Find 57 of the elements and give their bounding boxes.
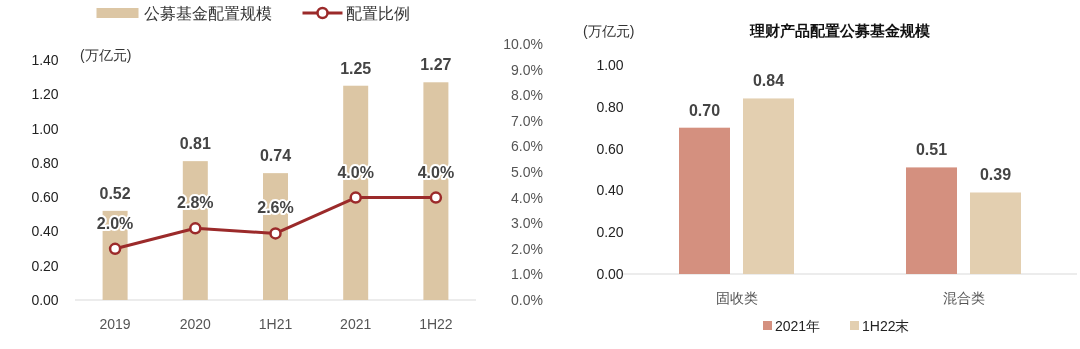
data-label: 0.74 bbox=[259, 147, 292, 165]
data-label: 0.39 bbox=[979, 166, 1012, 184]
y-tick-label: 0.60 bbox=[31, 189, 59, 206]
y-tick-label: 0.80 bbox=[31, 154, 59, 171]
x-tick-label: 混合类 bbox=[942, 290, 985, 306]
legend-label: 公募基金配置规模 bbox=[143, 5, 272, 22]
y-tick-label: 1.00 bbox=[31, 120, 59, 137]
y2-tick-label: 0.0% bbox=[511, 292, 543, 308]
data-label: 1.25 bbox=[340, 59, 372, 77]
chart-title: 理财产品配置公募基金规模 bbox=[749, 22, 931, 39]
x-tick-label: 1H22 bbox=[419, 316, 453, 332]
bar bbox=[970, 192, 1021, 274]
legend-label: 2021年 bbox=[775, 318, 821, 334]
y-tick-label: 0.40 bbox=[31, 223, 59, 240]
y2-tick-label: 7.0% bbox=[511, 112, 543, 129]
bar bbox=[906, 167, 957, 274]
y-tick-label: 0.40 bbox=[596, 182, 624, 199]
x-tick-label: 1H21 bbox=[258, 316, 293, 332]
y-tick-label: 1.20 bbox=[31, 86, 59, 103]
point bbox=[349, 191, 362, 204]
y-tick-label: 0.00 bbox=[31, 292, 59, 308]
bar bbox=[743, 98, 794, 274]
legend-label: 1H22末 bbox=[862, 318, 910, 334]
y2-tick-label: 5.0% bbox=[511, 164, 543, 180]
y2-tick-label: 8.0% bbox=[511, 87, 543, 104]
y-tick-label: 1.40 bbox=[31, 52, 59, 68]
x-tick-label: 固收类 bbox=[715, 290, 758, 306]
y-axis-title: (万亿元) bbox=[80, 47, 132, 63]
data-label: 0.81 bbox=[179, 135, 211, 153]
y2-tick-label: 2.0% bbox=[511, 240, 543, 257]
y2-tick-label: 10.0% bbox=[503, 36, 543, 52]
y2-tick-label: 1.0% bbox=[511, 266, 543, 283]
y-axis-title: (万亿元) bbox=[583, 23, 635, 39]
data-label: 0.52 bbox=[99, 184, 131, 202]
y2-tick-label: 4.0% bbox=[511, 189, 543, 206]
y-tick-label: 0.00 bbox=[596, 266, 624, 282]
y-tick-label: 0.20 bbox=[31, 257, 59, 274]
bar bbox=[679, 127, 730, 274]
y-tick-label: 0.80 bbox=[596, 98, 624, 115]
y-tick-label: 0.20 bbox=[596, 224, 624, 241]
y-tick-label: 0.60 bbox=[596, 140, 624, 157]
y2-tick-label: 3.0% bbox=[511, 215, 543, 232]
data-label: 0.84 bbox=[752, 72, 785, 90]
x-tick-label: 2021 bbox=[340, 316, 372, 332]
legend-label: 配置比例 bbox=[345, 5, 410, 22]
y2-tick-label: 6.0% bbox=[511, 138, 543, 155]
point bbox=[189, 222, 202, 235]
data-label: 0.51 bbox=[915, 141, 948, 159]
x-tick-label: 2020 bbox=[179, 316, 212, 332]
point bbox=[429, 191, 443, 204]
data-label: 0.70 bbox=[688, 101, 721, 119]
y-tick-label: 1.00 bbox=[596, 57, 624, 73]
point bbox=[269, 227, 282, 240]
data-label: 1.27 bbox=[420, 56, 452, 74]
point bbox=[108, 242, 122, 256]
x-tick-label: 2019 bbox=[99, 316, 131, 332]
y2-tick-label: 9.0% bbox=[511, 61, 543, 78]
